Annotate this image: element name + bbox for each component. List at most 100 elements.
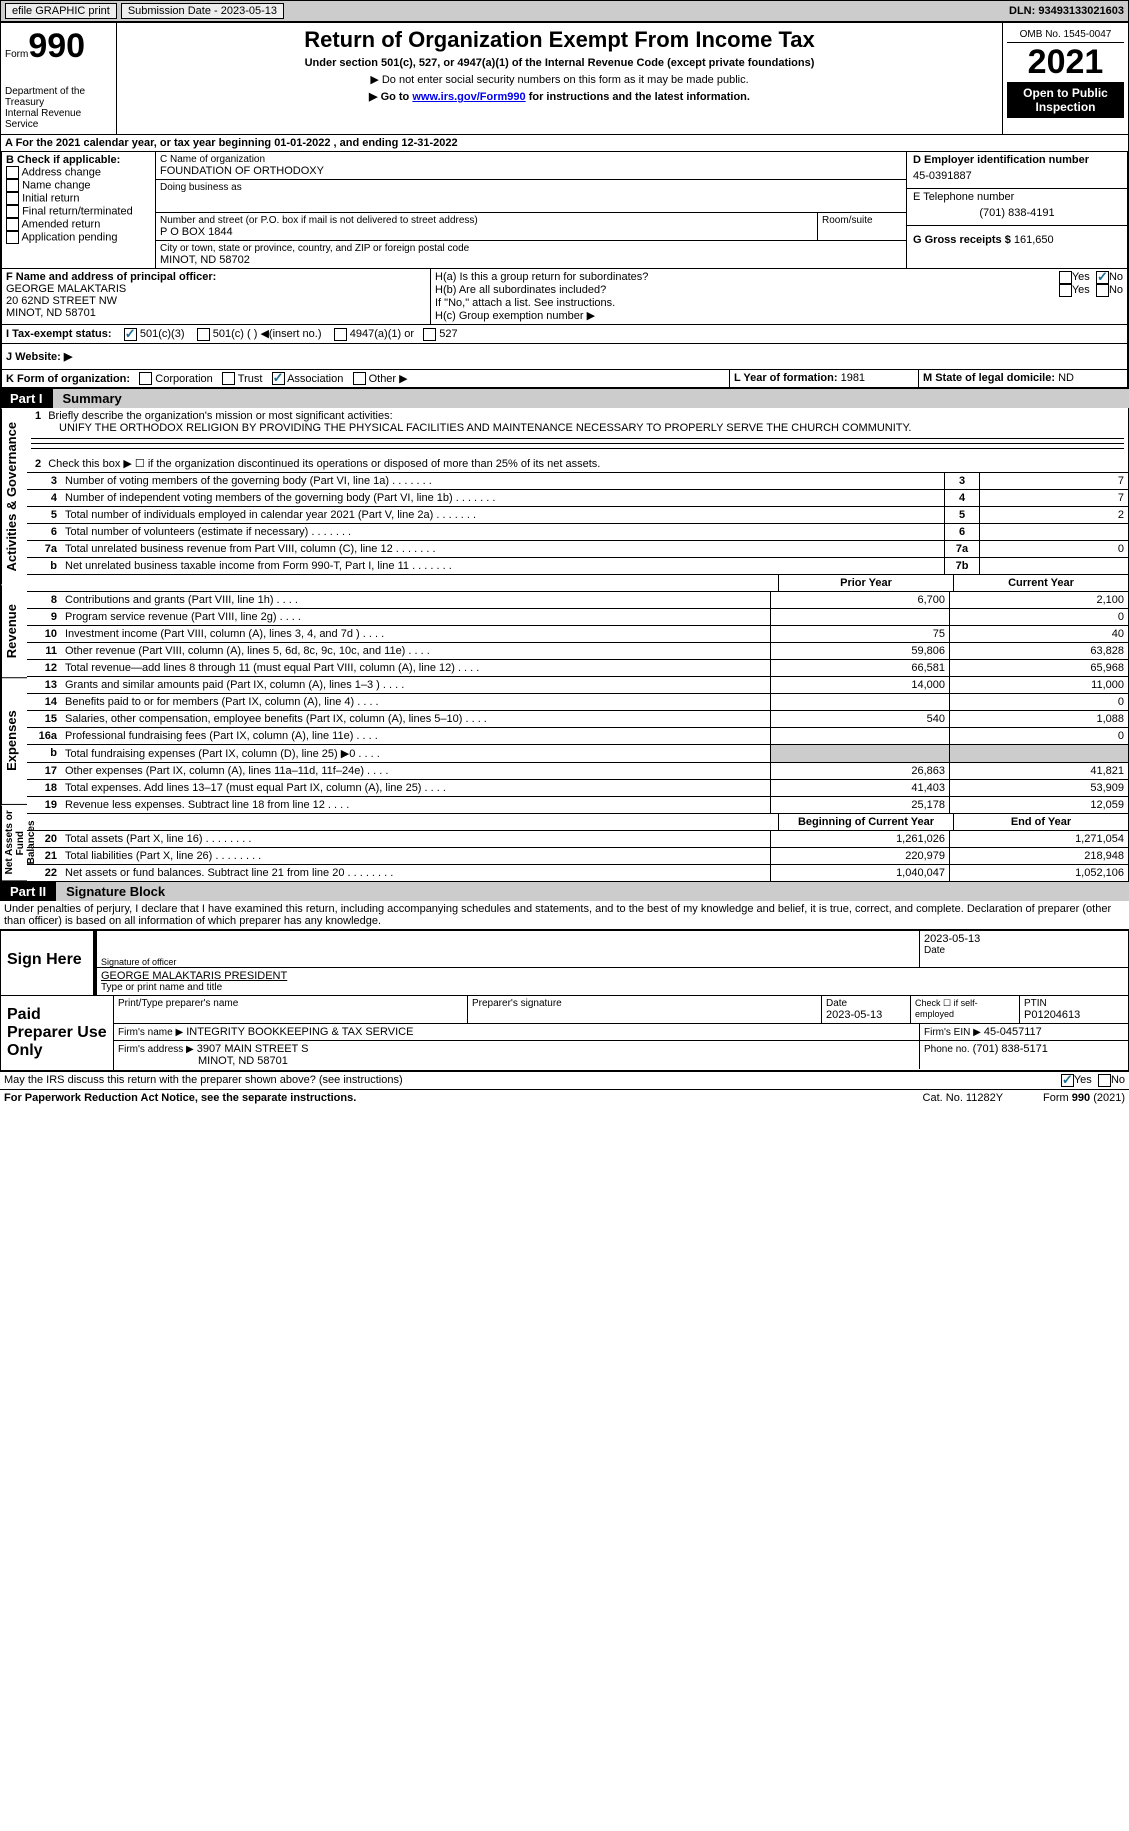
part2-title: Signature Block: [56, 882, 1129, 901]
firm-name-label: Firm's name ▶: [118, 1027, 183, 1038]
firm-addr1: 3907 MAIN STREET S: [197, 1043, 309, 1055]
hb-note: If "No," attach a list. See instructions…: [435, 297, 1123, 309]
d-yes: Yes: [1074, 1074, 1092, 1087]
efile-btn[interactable]: efile GRAPHIC print: [5, 3, 117, 19]
prep-sig-label: Preparer's signature: [472, 998, 817, 1009]
table-row: bTotal fundraising expenses (Part IX, co…: [27, 744, 1128, 762]
yes2: Yes: [1072, 284, 1090, 297]
name-change-check[interactable]: [6, 179, 19, 192]
form-label: Form: [5, 49, 28, 60]
ha-label: H(a) Is this a group return for subordin…: [435, 271, 1059, 284]
date-label: Date: [924, 945, 1124, 956]
table-row: 4Number of independent voting members of…: [27, 489, 1128, 506]
pra: For Paperwork Reduction Act Notice, see …: [4, 1092, 883, 1104]
officer-print: GEORGE MALAKTARIS PRESIDENT: [101, 970, 1124, 982]
l-val: 1981: [841, 372, 865, 384]
goto-post: for instructions and the latest informat…: [526, 91, 750, 103]
firm-addr-label: Firm's address ▶: [118, 1044, 194, 1055]
dept: Department of the Treasury: [5, 86, 112, 108]
final-check[interactable]: [6, 205, 19, 218]
opt-pending: Application pending: [21, 231, 117, 243]
gross: 161,650: [1014, 234, 1054, 246]
k-corp: Corporation: [155, 373, 212, 385]
part1-num: Part I: [0, 389, 53, 408]
goto-pre: ▶ Go to: [369, 91, 412, 103]
table-row: 10Investment income (Part VIII, column (…: [27, 625, 1128, 642]
table-row: 17Other expenses (Part IX, column (A), l…: [27, 762, 1128, 779]
officer-name: GEORGE MALAKTARIS: [6, 283, 126, 295]
m-label: M State of legal domicile:: [923, 372, 1055, 384]
submission-btn[interactable]: Submission Date - 2023-05-13: [121, 3, 284, 19]
trust-check[interactable]: [222, 372, 235, 385]
table-row: 8Contributions and grants (Part VIII, li…: [27, 591, 1128, 608]
pending-check[interactable]: [6, 231, 19, 244]
table-row: 21Total liabilities (Part X, line 26) . …: [27, 847, 1128, 864]
vert-exp: Expenses: [1, 678, 27, 805]
4947: 4947(a)(1) or: [350, 328, 414, 340]
amended-check[interactable]: [6, 218, 19, 231]
ein: 45-0391887: [913, 166, 1121, 186]
prep-date: 2023-05-13: [826, 1009, 906, 1021]
table-row: 11Other revenue (Part VIII, column (A), …: [27, 642, 1128, 659]
l1-label: Briefly describe the organization's miss…: [48, 410, 392, 422]
open-public: Open to Public Inspection: [1007, 82, 1124, 118]
opt-amended: Amended return: [21, 218, 100, 230]
top-bar: efile GRAPHIC print Submission Date - 20…: [0, 0, 1129, 22]
hb-no[interactable]: [1096, 284, 1109, 297]
ha-yes[interactable]: [1059, 271, 1072, 284]
501c3-check[interactable]: [124, 328, 137, 341]
phone: (701) 838-4191: [913, 203, 1121, 223]
hb-yes[interactable]: [1059, 284, 1072, 297]
ha-no[interactable]: [1096, 271, 1109, 284]
entity-info: A For the 2021 calendar year, or tax yea…: [0, 135, 1129, 389]
part2-header: Part II Signature Block: [0, 882, 1129, 901]
assoc-check[interactable]: [272, 372, 285, 385]
col-prior: Prior Year: [778, 575, 953, 591]
discuss-yes[interactable]: [1061, 1074, 1074, 1087]
501c: 501(c) ( ) ◀(insert no.): [213, 328, 322, 340]
phone-label: Phone no.: [924, 1044, 970, 1055]
part2-num: Part II: [0, 882, 56, 901]
discuss-label: May the IRS discuss this return with the…: [4, 1074, 1061, 1087]
room-label: Room/suite: [822, 215, 902, 226]
col-current: Current Year: [953, 575, 1128, 591]
table-row: 13Grants and similar amounts paid (Part …: [27, 676, 1128, 693]
form-title: Return of Organization Exempt From Incom…: [121, 27, 998, 53]
paid-prep: Paid Preparer Use Only: [1, 996, 113, 1070]
table-row: 3Number of voting members of the governi…: [27, 472, 1128, 489]
table-row: 15Salaries, other compensation, employee…: [27, 710, 1128, 727]
no2: No: [1109, 284, 1123, 297]
initial-check[interactable]: [6, 192, 19, 205]
irs-link[interactable]: www.irs.gov/Form990: [412, 91, 525, 103]
opt-name: Name change: [22, 179, 91, 191]
vert-rev: Revenue: [1, 585, 27, 678]
527-check[interactable]: [423, 328, 436, 341]
officer-city: MINOT, ND 58701: [6, 307, 96, 319]
other-check[interactable]: [353, 372, 366, 385]
org-name: FOUNDATION OF ORTHODOXY: [160, 165, 902, 177]
sig-date: 2023-05-13: [924, 933, 1124, 945]
j-label: J Website: ▶: [6, 351, 72, 363]
discuss-no[interactable]: [1098, 1074, 1111, 1087]
print-label: Type or print name and title: [101, 982, 1124, 993]
corp-check[interactable]: [139, 372, 152, 385]
501c-check[interactable]: [197, 328, 210, 341]
officer-addr: 20 62ND STREET NW: [6, 295, 117, 307]
addr-change-check[interactable]: [6, 166, 19, 179]
table-row: 7aTotal unrelated business revenue from …: [27, 540, 1128, 557]
d-label: D Employer identification number: [913, 154, 1121, 166]
table-row: 5Total number of individuals employed in…: [27, 506, 1128, 523]
4947-check[interactable]: [334, 328, 347, 341]
l2-text: Check this box ▶ ☐ if the organization d…: [48, 458, 600, 470]
table-row: 16aProfessional fundraising fees (Part I…: [27, 727, 1128, 744]
no1: No: [1109, 271, 1123, 284]
table-row: bNet unrelated business taxable income f…: [27, 557, 1128, 574]
part1-header: Part I Summary: [0, 389, 1129, 408]
part1-title: Summary: [53, 389, 1129, 408]
signature-block: Sign Here Signature of officer 2023-05-1…: [0, 930, 1129, 1072]
addr2: MINOT, ND 58702: [160, 254, 902, 266]
prep-date-label: Date: [826, 998, 906, 1009]
ssn-note: ▶ Do not enter social security numbers o…: [121, 73, 998, 86]
firm-addr2: MINOT, ND 58701: [118, 1055, 288, 1067]
hb-label: H(b) Are all subordinates included?: [435, 284, 1059, 297]
